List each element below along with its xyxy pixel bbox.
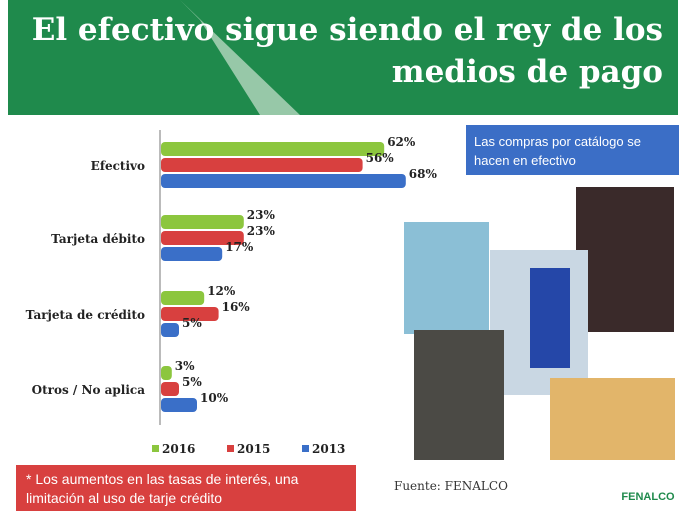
catalog-cover: [414, 330, 504, 460]
catalog-images: [404, 187, 675, 460]
note-text: * Los aumentos en las tasas de interés, …: [26, 471, 299, 487]
value-label: 3%: [175, 359, 195, 373]
catalog-cover: [576, 187, 674, 332]
title-line: El efectivo sigue siendo el rey de los: [32, 12, 663, 48]
catalog-dress: [530, 268, 570, 368]
value-label: 62%: [387, 135, 416, 149]
callout-text: Las compras por catálogo se: [474, 134, 641, 149]
legend-label: 2013: [312, 442, 345, 456]
category-label: Otros / No aplica: [32, 383, 146, 397]
callout-box: [466, 125, 679, 175]
value-label: 10%: [200, 391, 229, 405]
value-label: 5%: [182, 375, 202, 389]
value-label: 56%: [366, 151, 395, 165]
bar: [161, 366, 172, 380]
callout-text: hacen en efectivo: [474, 153, 576, 168]
catalog-cover: [550, 378, 675, 460]
value-label: 23%: [247, 208, 276, 222]
value-label: 17%: [225, 240, 254, 254]
bar: [161, 382, 179, 396]
value-label: 5%: [182, 316, 202, 330]
bar: [161, 231, 244, 245]
bar: [161, 142, 385, 156]
value-label: 68%: [409, 167, 438, 181]
legend-swatch: [152, 445, 159, 452]
value-label: 23%: [247, 224, 276, 238]
category-label: Efectivo: [91, 159, 145, 173]
light-beam: [180, 0, 300, 115]
legend-label: 2016: [162, 442, 195, 456]
title-line: medios de pago: [392, 54, 663, 90]
legend-label: 2015: [237, 442, 270, 456]
category-label: Tarjeta de crédito: [26, 308, 145, 322]
bar: [161, 323, 179, 337]
logo: FENALCO: [621, 491, 675, 503]
bar: [161, 215, 244, 229]
bar: [161, 398, 197, 412]
bar: [161, 174, 406, 188]
bar: [161, 291, 205, 305]
note-box: [16, 465, 356, 511]
legend-swatch: [227, 445, 234, 452]
value-label: 12%: [207, 284, 236, 298]
legend-swatch: [302, 445, 309, 452]
bar: [161, 247, 223, 261]
bar: [161, 307, 219, 321]
value-label: 16%: [222, 300, 251, 314]
catalog-cover: [404, 222, 489, 334]
category-label: Tarjeta débito: [51, 232, 145, 246]
title-band: [8, 0, 678, 115]
bar: [161, 158, 363, 172]
note-text: limitación al uso de tarje crédito: [26, 490, 222, 506]
source: Fuente: FENALCO: [394, 479, 508, 493]
